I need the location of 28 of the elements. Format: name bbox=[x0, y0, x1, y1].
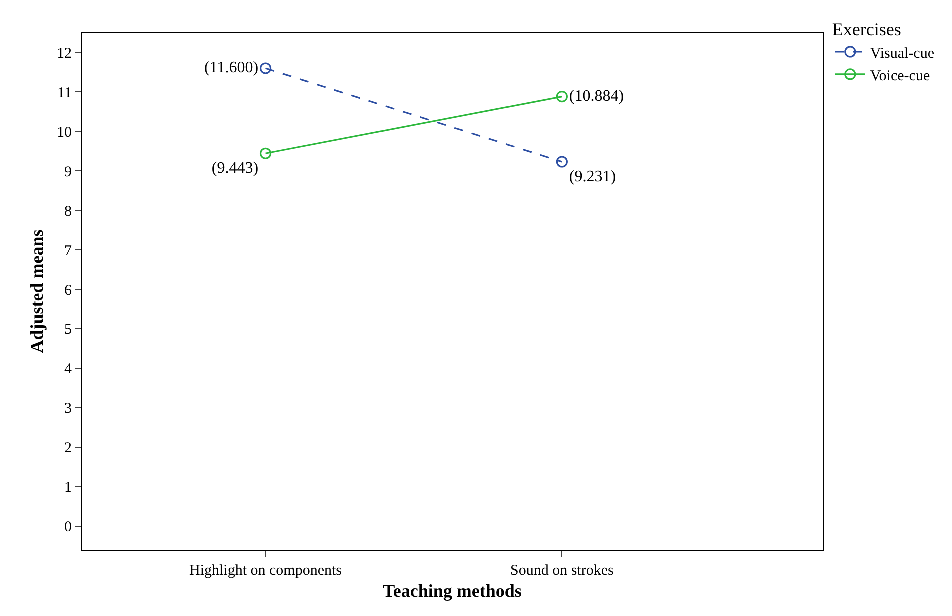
data-label: (9.443) bbox=[212, 160, 259, 177]
data-label: (11.600) bbox=[204, 60, 259, 77]
y-tick-label: 8 bbox=[64, 204, 72, 220]
y-tick-label: 6 bbox=[64, 282, 72, 299]
data-label: (9.231) bbox=[569, 168, 616, 186]
y-tick-label: 12 bbox=[57, 46, 72, 62]
y-tick-label: 4 bbox=[64, 362, 72, 378]
x-axis-title: Teaching methods bbox=[383, 581, 522, 602]
y-tick-label: 2 bbox=[64, 440, 72, 457]
y-tick-label: 0 bbox=[64, 520, 72, 536]
point bbox=[556, 156, 568, 168]
point bbox=[260, 62, 272, 74]
legend-title: Exercises bbox=[832, 20, 902, 40]
x-tick-label: Highlight on components bbox=[190, 563, 342, 579]
legend-label: Voice-cue bbox=[870, 68, 930, 84]
y-tick-label: 7 bbox=[64, 243, 72, 260]
y-tick-label: 11 bbox=[58, 85, 72, 102]
x-tick-label: Sound on strokes bbox=[510, 563, 614, 579]
legend-label: Visual-cue bbox=[870, 46, 935, 62]
point bbox=[260, 148, 272, 160]
y-tick-label: 5 bbox=[64, 322, 72, 338]
y-axis-title: Adjusted means bbox=[27, 230, 48, 354]
y-tick-label: 10 bbox=[57, 124, 72, 141]
y-tick-label: 3 bbox=[64, 401, 72, 418]
point bbox=[556, 90, 568, 103]
y-tick-label: 9 bbox=[64, 164, 72, 180]
data-label: (10.884) bbox=[569, 88, 624, 105]
y-tick-label: 1 bbox=[64, 480, 72, 496]
